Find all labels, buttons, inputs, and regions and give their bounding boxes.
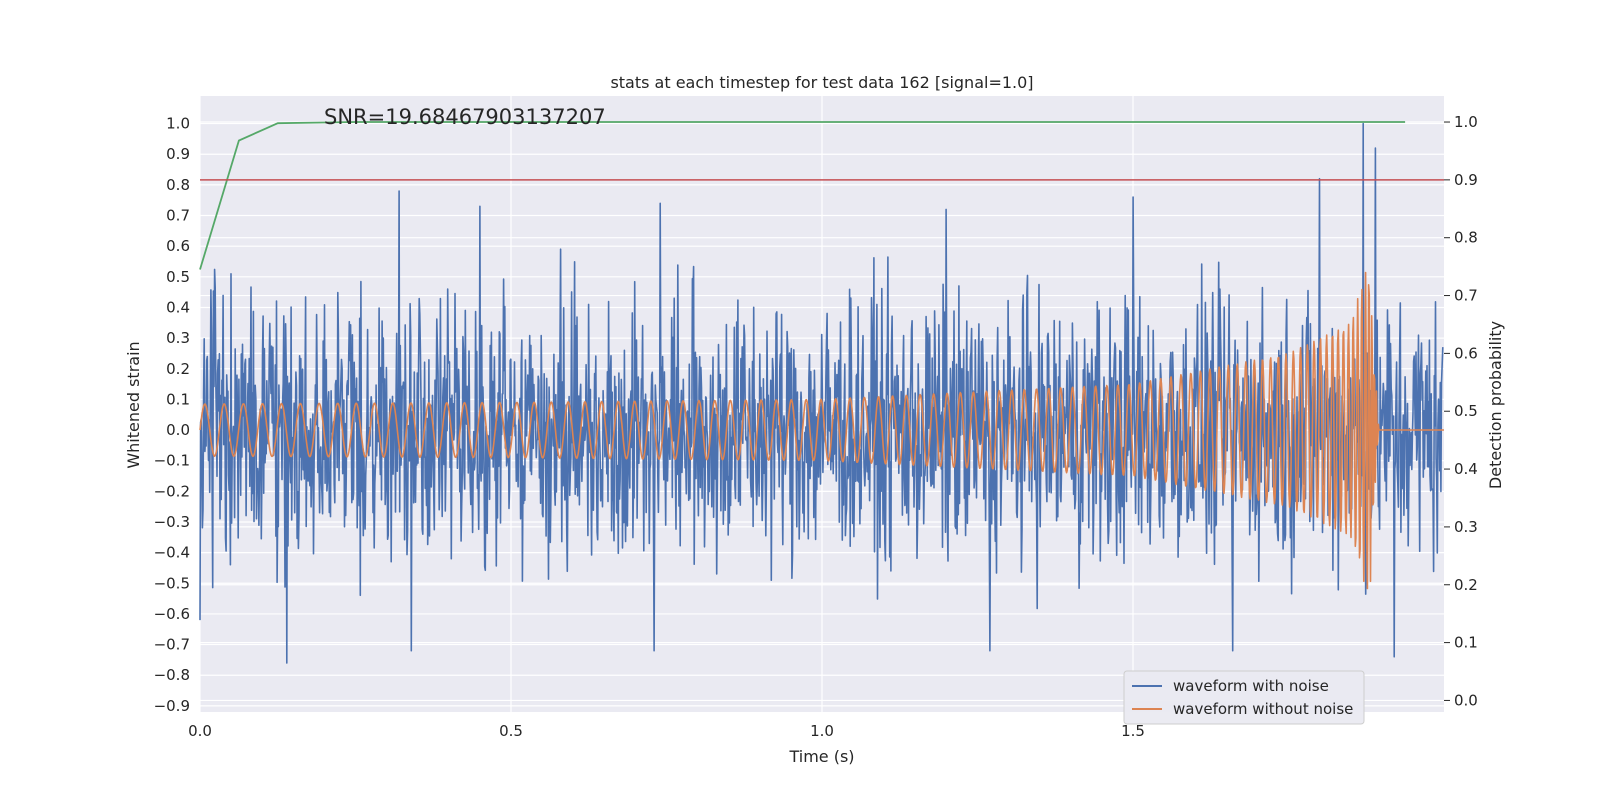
y-tick-label: −0.4 — [154, 544, 190, 562]
y-right-tick-label: 0.7 — [1454, 287, 1478, 305]
y-tick-label: −0.7 — [154, 636, 190, 654]
x-tick-label: 1.5 — [1121, 722, 1145, 740]
y-tick-label: 0.2 — [166, 360, 190, 378]
y-axis-right-label: Detection probability — [1486, 321, 1505, 489]
legend-label-noisy: waveform with noise — [1173, 677, 1329, 695]
y-tick-label: 0.0 — [166, 421, 190, 439]
y-axis-label: Whitened strain — [124, 341, 143, 468]
y-right-tick-label: 0.9 — [1454, 171, 1478, 189]
y-right-tick-label: 0.8 — [1454, 229, 1478, 247]
axes: 0.0 0.5 1.0 1.5 1.0 0.9 0.8 0.7 0.6 0.5 0.4 0.3 0.2 0… — [154, 113, 1478, 740]
y-tick-label: −0.6 — [154, 605, 190, 623]
y-tick-label: −0.9 — [154, 697, 190, 715]
y-tick-label: −0.8 — [154, 666, 190, 684]
y-tick-label: −0.2 — [154, 482, 190, 500]
y-tick-label: 0.1 — [166, 390, 190, 408]
y-tick-label: −0.1 — [154, 452, 190, 470]
x-axis-label: Time (s) — [788, 747, 854, 766]
chart-title: stats at each timestep for test data 162… — [610, 73, 1033, 92]
y-right-tick-label: 1.0 — [1454, 113, 1478, 131]
series-waveform-with-noise — [199, 122, 1444, 664]
y-right-tick-label: 0.1 — [1454, 634, 1478, 652]
legend-label-clean: waveform without noise — [1173, 700, 1353, 718]
y-right-tick-label: 0.5 — [1454, 402, 1478, 420]
series-waveform-without-noise — [199, 271, 1445, 590]
x-tick-label: 1.0 — [810, 722, 834, 740]
y-right-tick-label: 0.4 — [1454, 460, 1478, 478]
y-right-tick-label: 0.2 — [1454, 576, 1478, 594]
snr-annotation: SNR=19.68467903137207 — [324, 105, 606, 129]
data-layer — [199, 121, 1445, 664]
y-tick-label: 0.3 — [166, 329, 190, 347]
y-right-tick-label: 0.3 — [1454, 518, 1478, 536]
y-tick-label: 0.8 — [166, 176, 190, 194]
y-tick-label: 1.0 — [166, 115, 190, 133]
y-tick-label: 0.7 — [166, 207, 190, 225]
y-tick-label: 0.9 — [166, 145, 190, 163]
y-right-tick-label: 0.0 — [1454, 691, 1478, 709]
series-detection-probability — [199, 121, 1406, 270]
legend-box — [1123, 670, 1365, 725]
y-right-tick-label: 0.6 — [1454, 344, 1478, 362]
x-tick-label: 0.5 — [499, 722, 523, 740]
x-tick-label: 0.0 — [188, 722, 212, 740]
y-tick-label: −0.3 — [154, 513, 190, 531]
y-tick-label: 0.5 — [166, 268, 190, 286]
y-tick-label: −0.5 — [154, 574, 190, 592]
legend: waveform with noise waveform without noi… — [1123, 670, 1365, 725]
y-tick-label: 0.6 — [166, 237, 190, 255]
y-tick-label: 0.4 — [166, 298, 190, 316]
